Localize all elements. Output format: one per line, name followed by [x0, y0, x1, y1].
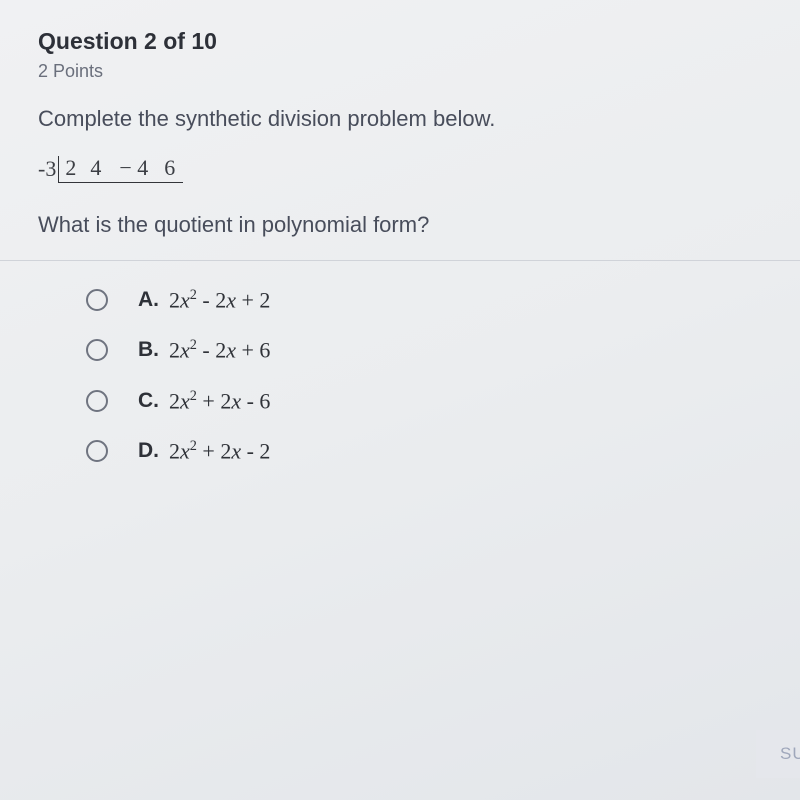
- synthetic-row: 24 − 4 6: [58, 156, 183, 183]
- radio-button[interactable]: [86, 289, 108, 311]
- option-polynomial: 2x2 + 2x - 6: [169, 388, 270, 414]
- prompt-line-1: Complete the synthetic division problem …: [38, 106, 762, 132]
- points-label: 2 Points: [38, 61, 762, 82]
- radio-button[interactable]: [86, 390, 108, 412]
- option-polynomial: 2x2 + 2x - 2: [169, 438, 270, 464]
- option-polynomial: 2x2 - 2x + 6: [169, 337, 270, 363]
- synthetic-coeff: − 4: [119, 156, 148, 180]
- option-c[interactable]: C. 2x2 + 2x - 6: [86, 388, 762, 414]
- synthetic-coeff: 2: [65, 156, 76, 180]
- synthetic-divisor: -3: [38, 156, 58, 182]
- section-divider: [0, 260, 800, 261]
- question-number: Question 2 of 10: [38, 28, 762, 55]
- option-d[interactable]: D. 2x2 + 2x - 2: [86, 438, 762, 464]
- radio-button[interactable]: [86, 339, 108, 361]
- options-container: A. 2x2 - 2x + 2 B. 2x2 - 2x + 6 C. 2x2 + 2x -…: [38, 287, 762, 464]
- radio-button[interactable]: [86, 440, 108, 462]
- prompt-line-2: What is the quotient in polynomial form?: [38, 212, 762, 238]
- option-letter: C.: [138, 389, 159, 413]
- synthetic-division-display: -3 24 − 4 6: [38, 156, 762, 186]
- option-letter: A.: [138, 288, 159, 312]
- option-letter: D.: [138, 439, 159, 463]
- synthetic-coeff: 4: [90, 156, 101, 180]
- synthetic-coeff: 6: [164, 156, 175, 180]
- option-b[interactable]: B. 2x2 - 2x + 6: [86, 337, 762, 363]
- submit-button[interactable]: SU: [756, 730, 800, 778]
- option-letter: B.: [138, 338, 159, 362]
- option-a[interactable]: A. 2x2 - 2x + 2: [86, 287, 762, 313]
- option-polynomial: 2x2 - 2x + 2: [169, 287, 270, 313]
